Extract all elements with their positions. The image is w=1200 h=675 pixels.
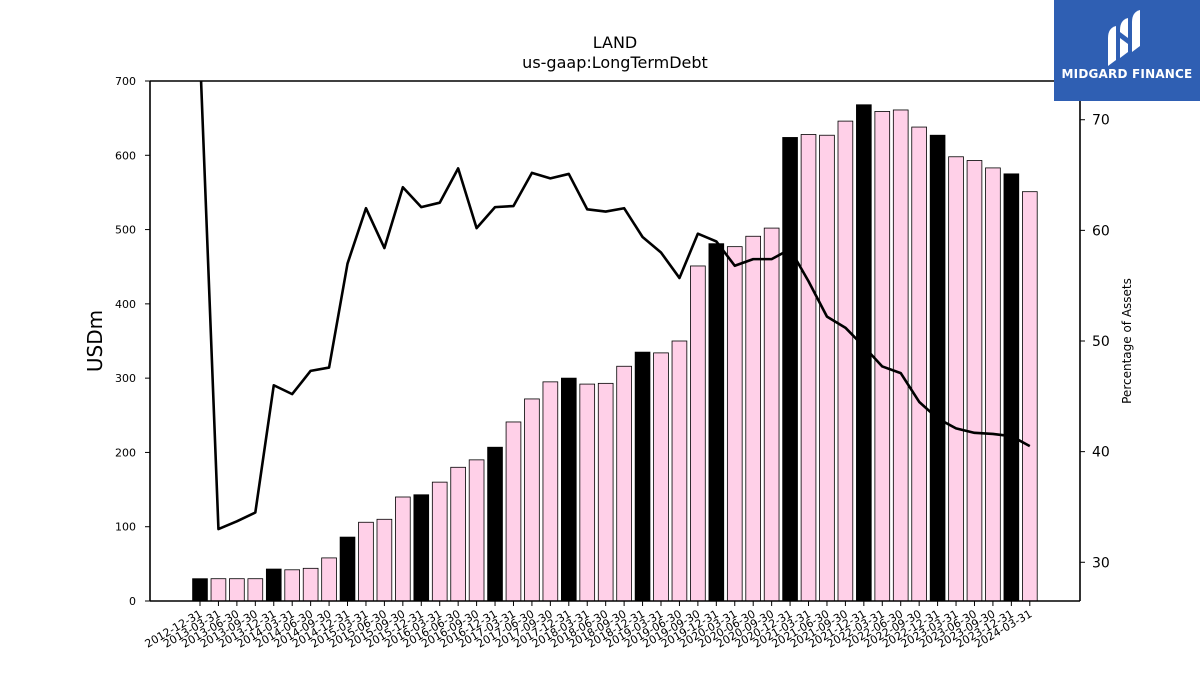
bar [265, 568, 282, 602]
bar [597, 382, 614, 602]
bar [800, 134, 817, 602]
y-tick-label: 0 [129, 595, 136, 608]
bar [874, 111, 891, 602]
bar [634, 351, 651, 602]
bar [505, 421, 522, 602]
midgard-logo-icon [1108, 10, 1140, 66]
line-series [199, 81, 1031, 531]
line-path [199, 81, 1031, 531]
bar [745, 235, 761, 602]
y-tick-label: 600 [115, 149, 136, 162]
axes: 010020030040050060070030405060702012-12-… [115, 75, 1110, 651]
bar [929, 134, 946, 602]
bar [247, 578, 264, 602]
bar [339, 536, 356, 602]
y2-tick-label: 40 [1092, 445, 1110, 461]
brand-logo: MIDGARD FINANCE [1054, 0, 1200, 101]
y-tick-label: 200 [115, 446, 136, 459]
bar [726, 246, 743, 602]
bar [210, 578, 227, 602]
bar [671, 340, 688, 602]
bar [966, 160, 983, 602]
y-axis-label: USDm [83, 310, 107, 372]
y-tick-label: 500 [115, 224, 136, 237]
bar [579, 383, 596, 602]
y-tick-label: 700 [115, 75, 136, 88]
bar [1003, 173, 1020, 602]
bar [450, 466, 466, 602]
bar [948, 156, 964, 602]
y-tick-label: 100 [115, 521, 136, 534]
chart-title: LAND [593, 33, 638, 52]
bar [487, 446, 503, 602]
bar [302, 567, 319, 602]
bar [321, 557, 337, 602]
bar [192, 578, 208, 602]
bar [616, 365, 632, 602]
y2-tick-label: 50 [1092, 334, 1110, 350]
bar [229, 578, 245, 602]
bar [690, 265, 706, 602]
bar [819, 134, 835, 602]
bar [413, 494, 430, 602]
bar [653, 352, 669, 602]
bar [358, 521, 374, 602]
bar [524, 398, 540, 602]
bar [892, 109, 909, 602]
bar [395, 496, 411, 602]
bar [376, 518, 393, 602]
bar [985, 167, 1001, 602]
bar [431, 481, 448, 602]
y2-tick-label: 60 [1092, 223, 1110, 239]
bar [763, 227, 780, 602]
y2-tick-label: 70 [1092, 113, 1110, 129]
y2-tick-label: 30 [1092, 555, 1110, 571]
bar [284, 569, 300, 602]
y-tick-label: 400 [115, 298, 136, 311]
y2-axis-label: Percentage of Assets [1120, 278, 1134, 404]
bar [561, 377, 577, 602]
chart-subtitle: us-gaap:LongTermDebt [522, 53, 708, 72]
bar [542, 381, 559, 602]
bar [782, 137, 798, 602]
brand-name: MIDGARD FINANCE [1061, 67, 1193, 81]
bar [468, 459, 485, 602]
bar-series [192, 104, 1038, 602]
bar [911, 126, 927, 602]
bar [837, 120, 854, 602]
y-tick-label: 300 [115, 372, 136, 385]
bar [1022, 191, 1038, 602]
bar [708, 243, 725, 602]
